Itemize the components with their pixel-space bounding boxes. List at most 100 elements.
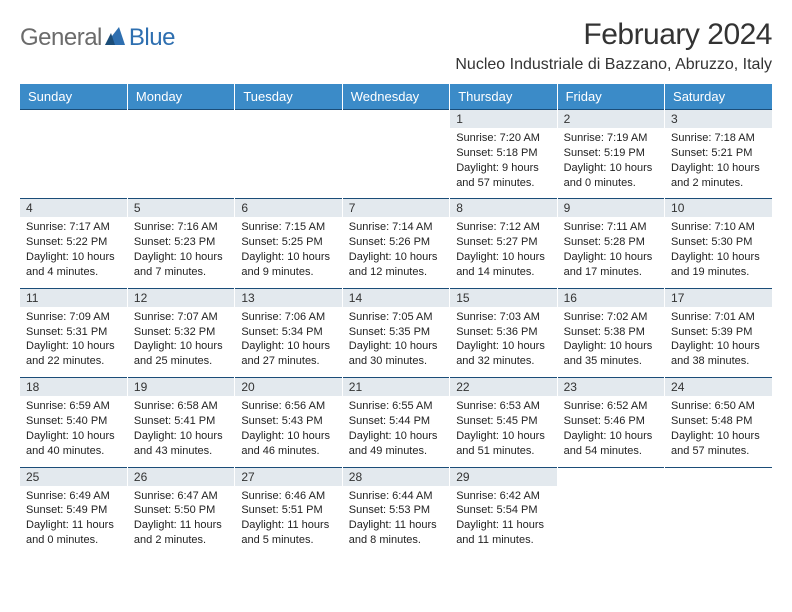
daylight-line: Daylight: 10 hours and 57 minutes. (671, 429, 766, 459)
sunrise-line: Sunrise: 6:56 AM (241, 399, 335, 414)
daylight-line: Daylight: 10 hours and 51 minutes. (456, 429, 550, 459)
day-info-cell: Sunrise: 6:59 AMSunset: 5:40 PMDaylight:… (20, 396, 127, 467)
day-number-cell: 19 (127, 378, 234, 397)
daylight-line: Daylight: 11 hours and 8 minutes. (349, 518, 443, 548)
day-info-cell: Sunrise: 6:49 AMSunset: 5:49 PMDaylight:… (20, 486, 127, 556)
day-info-cell (557, 486, 664, 556)
daylight-line: Daylight: 10 hours and 46 minutes. (241, 429, 335, 459)
sunset-line: Sunset: 5:26 PM (349, 235, 443, 250)
sunset-line: Sunset: 5:39 PM (671, 325, 766, 340)
daylight-line: Daylight: 10 hours and 19 minutes. (671, 250, 766, 280)
day-info-cell: Sunrise: 7:10 AMSunset: 5:30 PMDaylight:… (665, 217, 772, 288)
day-number-cell: 4 (20, 199, 127, 218)
sunrise-line: Sunrise: 6:47 AM (134, 489, 228, 504)
day-info-cell (127, 128, 234, 199)
day-info-cell: Sunrise: 6:50 AMSunset: 5:48 PMDaylight:… (665, 396, 772, 467)
sunrise-line: Sunrise: 7:12 AM (456, 220, 550, 235)
sunset-line: Sunset: 5:51 PM (241, 503, 335, 518)
day-number-cell (665, 467, 772, 486)
weekday-header: Tuesday (235, 84, 342, 110)
day-number-cell: 11 (20, 288, 127, 307)
weekday-header: Friday (557, 84, 664, 110)
weekday-header: Monday (127, 84, 234, 110)
logo-text-2: Blue (129, 24, 175, 52)
day-number-row: 123 (20, 110, 772, 129)
day-info-cell: Sunrise: 6:55 AMSunset: 5:44 PMDaylight:… (342, 396, 449, 467)
day-info-cell: Sunrise: 7:19 AMSunset: 5:19 PMDaylight:… (557, 128, 664, 199)
daylight-line: Daylight: 10 hours and 7 minutes. (134, 250, 228, 280)
sunrise-line: Sunrise: 6:58 AM (134, 399, 228, 414)
day-number-cell: 25 (20, 467, 127, 486)
calendar-table: SundayMondayTuesdayWednesdayThursdayFrid… (20, 84, 772, 556)
day-info-cell: Sunrise: 7:07 AMSunset: 5:32 PMDaylight:… (127, 307, 234, 378)
day-info-cell: Sunrise: 6:47 AMSunset: 5:50 PMDaylight:… (127, 486, 234, 556)
day-info-cell (235, 128, 342, 199)
day-info-row: Sunrise: 7:17 AMSunset: 5:22 PMDaylight:… (20, 217, 772, 288)
sunrise-line: Sunrise: 6:50 AM (671, 399, 766, 414)
day-info-cell: Sunrise: 6:53 AMSunset: 5:45 PMDaylight:… (450, 396, 557, 467)
day-number-cell: 16 (557, 288, 664, 307)
day-info-cell: Sunrise: 7:02 AMSunset: 5:38 PMDaylight:… (557, 307, 664, 378)
sunrise-line: Sunrise: 7:19 AM (564, 131, 658, 146)
daylight-line: Daylight: 10 hours and 9 minutes. (241, 250, 335, 280)
daylight-line: Daylight: 11 hours and 0 minutes. (26, 518, 121, 548)
day-info-cell: Sunrise: 7:09 AMSunset: 5:31 PMDaylight:… (20, 307, 127, 378)
day-number-cell (557, 467, 664, 486)
daylight-line: Daylight: 10 hours and 49 minutes. (349, 429, 443, 459)
day-number-cell: 27 (235, 467, 342, 486)
sunset-line: Sunset: 5:32 PM (134, 325, 228, 340)
header: General Blue February 2024 Nucleo Indust… (20, 18, 772, 74)
sunrise-line: Sunrise: 7:02 AM (564, 310, 658, 325)
day-info-cell: Sunrise: 7:14 AMSunset: 5:26 PMDaylight:… (342, 217, 449, 288)
day-info-cell: Sunrise: 6:56 AMSunset: 5:43 PMDaylight:… (235, 396, 342, 467)
day-number-row: 11121314151617 (20, 288, 772, 307)
sunset-line: Sunset: 5:34 PM (241, 325, 335, 340)
sunset-line: Sunset: 5:50 PM (134, 503, 228, 518)
sunset-line: Sunset: 5:48 PM (671, 414, 766, 429)
day-number-cell: 22 (450, 378, 557, 397)
day-number-cell: 14 (342, 288, 449, 307)
weekday-header: Sunday (20, 84, 127, 110)
sunset-line: Sunset: 5:46 PM (564, 414, 658, 429)
daylight-line: Daylight: 10 hours and 22 minutes. (26, 339, 121, 369)
daylight-line: Daylight: 10 hours and 30 minutes. (349, 339, 443, 369)
day-info-cell: Sunrise: 7:11 AMSunset: 5:28 PMDaylight:… (557, 217, 664, 288)
sunrise-line: Sunrise: 7:15 AM (241, 220, 335, 235)
daylight-line: Daylight: 10 hours and 25 minutes. (134, 339, 228, 369)
sunrise-line: Sunrise: 7:20 AM (456, 131, 550, 146)
logo-icon (105, 27, 125, 50)
weekday-header-row: SundayMondayTuesdayWednesdayThursdayFrid… (20, 84, 772, 110)
sunset-line: Sunset: 5:25 PM (241, 235, 335, 250)
day-number-cell: 18 (20, 378, 127, 397)
sunset-line: Sunset: 5:54 PM (456, 503, 550, 518)
sunset-line: Sunset: 5:28 PM (564, 235, 658, 250)
location: Nucleo Industriale di Bazzano, Abruzzo, … (455, 56, 772, 74)
sunrise-line: Sunrise: 7:11 AM (564, 220, 658, 235)
day-info-cell: Sunrise: 6:58 AMSunset: 5:41 PMDaylight:… (127, 396, 234, 467)
day-number-cell (127, 110, 234, 129)
day-info-row: Sunrise: 6:59 AMSunset: 5:40 PMDaylight:… (20, 396, 772, 467)
day-info-cell: Sunrise: 7:16 AMSunset: 5:23 PMDaylight:… (127, 217, 234, 288)
day-number-cell: 12 (127, 288, 234, 307)
day-number-cell: 24 (665, 378, 772, 397)
sunrise-line: Sunrise: 6:49 AM (26, 489, 121, 504)
daylight-line: Daylight: 10 hours and 32 minutes. (456, 339, 550, 369)
daylight-line: Daylight: 10 hours and 40 minutes. (26, 429, 121, 459)
day-number-cell (235, 110, 342, 129)
day-info-cell: Sunrise: 7:15 AMSunset: 5:25 PMDaylight:… (235, 217, 342, 288)
day-number-cell: 23 (557, 378, 664, 397)
daylight-line: Daylight: 10 hours and 14 minutes. (456, 250, 550, 280)
sunrise-line: Sunrise: 7:14 AM (349, 220, 443, 235)
sunset-line: Sunset: 5:18 PM (456, 146, 550, 161)
logo: General Blue (20, 24, 175, 52)
daylight-line: Daylight: 10 hours and 4 minutes. (26, 250, 121, 280)
day-info-cell: Sunrise: 6:52 AMSunset: 5:46 PMDaylight:… (557, 396, 664, 467)
weekday-header: Wednesday (342, 84, 449, 110)
sunrise-line: Sunrise: 7:07 AM (134, 310, 228, 325)
sunrise-line: Sunrise: 7:05 AM (349, 310, 443, 325)
sunset-line: Sunset: 5:43 PM (241, 414, 335, 429)
sunrise-line: Sunrise: 6:44 AM (349, 489, 443, 504)
day-info-row: Sunrise: 7:09 AMSunset: 5:31 PMDaylight:… (20, 307, 772, 378)
day-number-cell: 1 (450, 110, 557, 129)
sunset-line: Sunset: 5:36 PM (456, 325, 550, 340)
